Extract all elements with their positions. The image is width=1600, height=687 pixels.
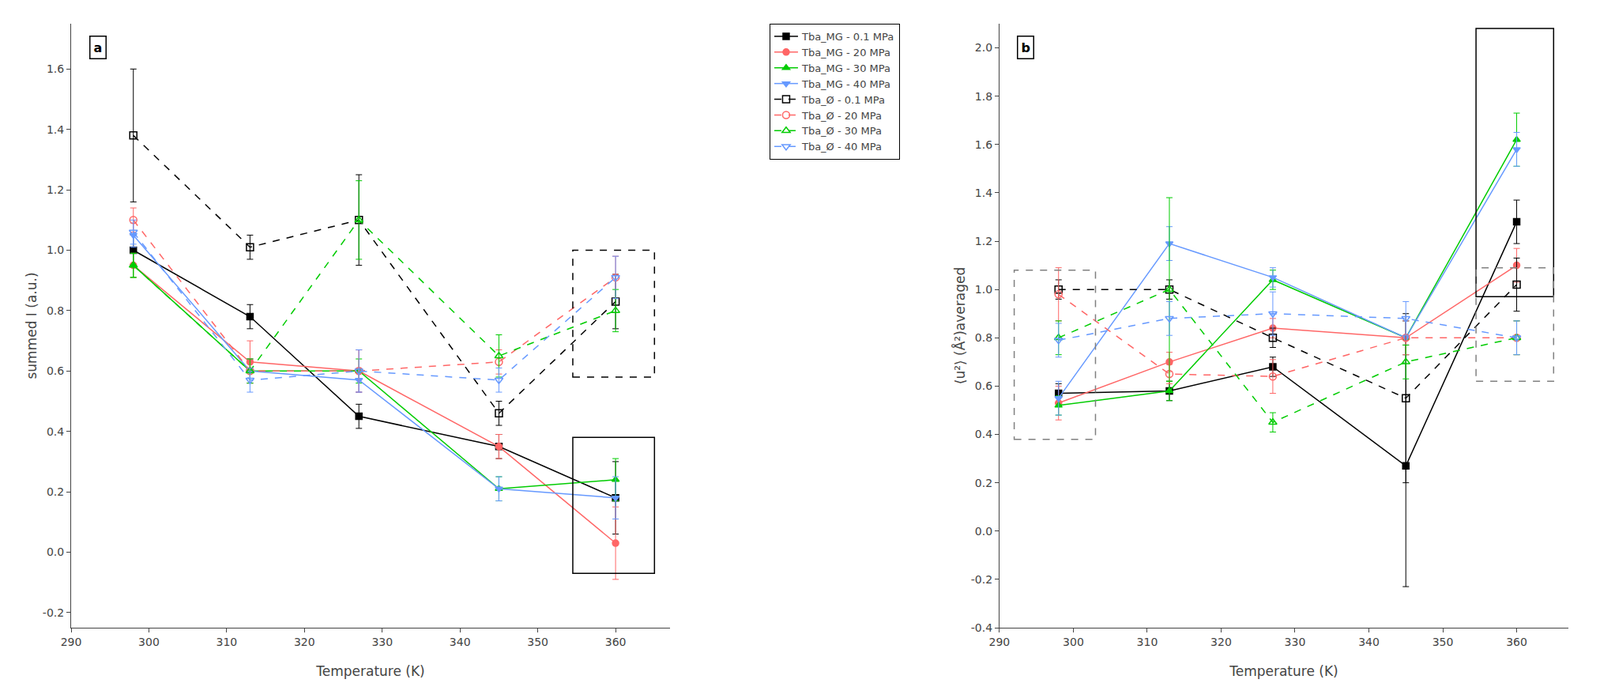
svg-text:⟨u²⟩ (Å²)averaged: ⟨u²⟩ (Å²)averaged <box>951 267 968 384</box>
svg-text:Tba_MG - 20 MPa: Tba_MG - 20 MPa <box>801 46 891 59</box>
svg-text:0.8: 0.8 <box>975 331 993 344</box>
svg-text:290: 290 <box>989 635 1011 648</box>
svg-text:summed I (a.u.): summed I (a.u.) <box>23 271 40 379</box>
svg-text:Tba_MG - 40 MPa: Tba_MG - 40 MPa <box>801 78 891 91</box>
svg-text:Tba_Ø - 0.1 MPa: Tba_Ø - 0.1 MPa <box>801 94 885 106</box>
svg-text:Temperature (K): Temperature (K) <box>1228 662 1339 679</box>
svg-text:290: 290 <box>60 635 83 648</box>
svg-text:0.4: 0.4 <box>46 425 64 438</box>
svg-text:330: 330 <box>371 635 393 648</box>
svg-text:350: 350 <box>1432 635 1454 648</box>
svg-text:-0.4: -0.4 <box>971 621 993 634</box>
svg-text:340: 340 <box>1358 635 1380 648</box>
svg-text:1.6: 1.6 <box>46 62 64 76</box>
svg-text:0.8: 0.8 <box>46 304 64 317</box>
svg-text:310: 310 <box>1136 635 1159 648</box>
svg-text:310: 310 <box>216 635 238 648</box>
svg-text:-0.2: -0.2 <box>971 572 993 586</box>
svg-text:330: 330 <box>1284 635 1307 648</box>
svg-text:-0.2: -0.2 <box>42 606 64 619</box>
svg-text:320: 320 <box>293 635 316 648</box>
svg-text:0.4: 0.4 <box>975 427 993 441</box>
svg-text:300: 300 <box>1062 635 1085 648</box>
svg-text:Tba_MG - 30 MPa: Tba_MG - 30 MPa <box>801 62 891 75</box>
svg-text:a: a <box>94 40 103 56</box>
svg-text:1.2: 1.2 <box>975 234 993 248</box>
svg-text:1.0: 1.0 <box>46 243 64 256</box>
svg-text:1.4: 1.4 <box>975 186 993 200</box>
svg-text:1.8: 1.8 <box>975 90 993 103</box>
svg-text:b: b <box>1021 40 1031 56</box>
svg-text:Temperature (K): Temperature (K) <box>315 662 426 679</box>
svg-text:0.0: 0.0 <box>975 524 993 538</box>
svg-text:1.4: 1.4 <box>46 123 64 136</box>
svg-text:2.0: 2.0 <box>975 41 993 54</box>
svg-text:Tba_Ø - 20 MPa: Tba_Ø - 20 MPa <box>801 109 882 122</box>
svg-text:0.0: 0.0 <box>46 545 64 558</box>
svg-text:1.0: 1.0 <box>975 282 993 296</box>
svg-text:0.6: 0.6 <box>46 364 64 377</box>
svg-text:340: 340 <box>449 635 471 648</box>
svg-text:360: 360 <box>1505 635 1528 648</box>
svg-text:Tba_MG - 0.1 MPa: Tba_MG - 0.1 MPa <box>801 30 894 43</box>
svg-text:1.6: 1.6 <box>975 138 993 151</box>
svg-text:0.6: 0.6 <box>975 379 993 392</box>
svg-text:350: 350 <box>527 635 549 648</box>
svg-text:Tba_Ø - 40 MPa: Tba_Ø - 40 MPa <box>801 140 882 153</box>
svg-text:Tba_Ø - 30 MPa: Tba_Ø - 30 MPa <box>801 124 882 137</box>
svg-text:0.2: 0.2 <box>975 476 993 490</box>
svg-text:300: 300 <box>138 635 160 648</box>
svg-text:1.2: 1.2 <box>46 183 64 196</box>
svg-text:360: 360 <box>605 635 627 648</box>
svg-text:320: 320 <box>1210 635 1232 648</box>
svg-text:0.2: 0.2 <box>46 485 64 498</box>
